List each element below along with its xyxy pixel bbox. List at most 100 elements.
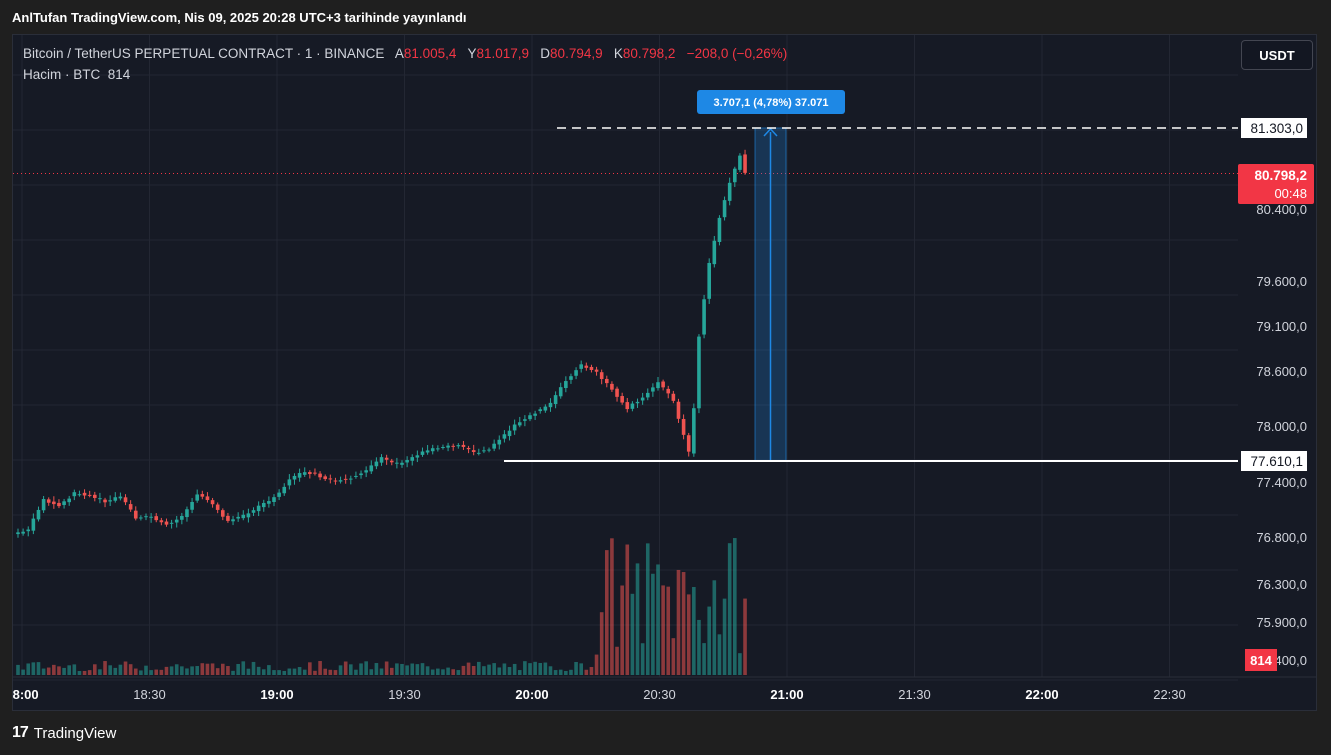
volume-bar [697,619,701,675]
measure-arrow-head [763,127,778,137]
price-axis-label: 79.600,0 [1256,274,1307,289]
candle-body [313,472,317,474]
candle-body [579,364,583,369]
candle-body [164,521,169,525]
volume-bar [389,667,394,675]
candle-body [98,498,102,500]
price-axis-label: 80.400,0 [1256,202,1307,217]
candle-body [231,519,235,522]
volume-bar [215,668,220,675]
volume-bar [502,663,507,675]
candle-body [497,439,502,445]
volume-bar [36,662,41,675]
candle-body [610,383,614,390]
volume-bar [395,663,399,675]
volume-bar [241,661,246,675]
volume-bar [492,663,496,675]
low-price-label: 77.610,1 [1250,454,1303,469]
candle-body [558,387,563,397]
volume-bar [671,638,676,675]
volume-bar [154,669,159,675]
price-axis-label: 78.000,0 [1256,419,1307,434]
candle-body [543,406,548,411]
candle-body [118,496,123,499]
volume-bar [210,663,215,675]
volume-bar [364,661,368,675]
candle-body [328,478,333,480]
volume-bar [251,661,256,675]
volume-bar [374,663,379,675]
candle-body [349,478,353,480]
candle-body [727,182,732,201]
candle-body [67,498,71,503]
candle-body [666,388,671,394]
time-axis-label: 18:30 [133,687,166,702]
volume-bar [405,665,409,675]
volume-bar [46,667,51,675]
high-price-tag [1241,118,1307,138]
candle-body [466,447,471,450]
candle-body [507,430,512,437]
volume-label[interactable]: Hacim · BTC [23,67,101,82]
footer-brand[interactable]: 17 TradingView [12,724,116,742]
time-axis-label: 22:00 [1025,687,1058,702]
candle-body [502,434,507,439]
volume-bar [338,665,343,675]
volume-bar [267,665,271,675]
volume-bar [661,585,665,675]
symbol-name[interactable]: Bitcoin / TetherUS PERPETUAL CONTRACT · … [23,46,385,61]
tradingview-logo-icon: 17 [12,724,29,741]
volume-bar [553,670,558,675]
chart-area[interactable]: 81.200,080.400,079.600,079.100,078.600,0… [12,34,1317,711]
time-axis-label: 20:30 [643,687,676,702]
volume-bar [318,661,322,675]
candle-body [338,480,343,482]
volume-bar [67,665,71,675]
candle-body [625,402,630,410]
candle-body [318,473,322,478]
volume-bar [722,598,727,675]
candle-body [62,501,66,506]
volume-bar [446,667,450,675]
candle-body [272,497,276,502]
price-axis-label: 78.600,0 [1256,364,1307,379]
candle-body [159,520,164,523]
chart-canvas[interactable]: 81.200,080.400,079.600,079.100,078.600,0… [13,35,1316,710]
candle-body [36,509,41,520]
candle-body [681,419,686,435]
volume-bar [149,670,153,675]
volume-bar [451,669,455,675]
volume-bar [528,663,532,675]
candle-body [190,501,194,510]
volume-bar [507,667,512,675]
low-label: D [540,46,551,61]
candle-body [594,369,599,372]
volume-bar [200,663,205,675]
candle-body [517,422,522,426]
volume-bar [159,669,164,675]
symbol-legend: Bitcoin / TetherUS PERPETUAL CONTRACT · … [23,46,787,61]
currency-button[interactable]: USDT [1241,40,1313,70]
volume-bar [584,669,589,675]
candle-body [405,460,409,463]
candle-body [661,381,665,388]
volume-bar [185,668,189,675]
candle-body [185,509,189,518]
volume-bar [236,663,240,675]
volume-bar [666,586,671,675]
time-axis-label: 22:30 [1153,687,1186,702]
candle-body [374,461,379,467]
volume-bar [118,664,123,675]
candle-body [389,460,394,463]
volume-bar [436,668,440,675]
candle-body [297,473,302,478]
volume-bar [430,669,435,675]
candle-body [400,462,404,465]
volume-bar [256,666,261,675]
volume-tag-label: 814 [1250,653,1272,668]
candle-body [236,516,240,519]
candle-body [369,465,374,472]
volume-bar [328,669,333,675]
candle-body [287,479,292,486]
candle-body [471,450,476,453]
